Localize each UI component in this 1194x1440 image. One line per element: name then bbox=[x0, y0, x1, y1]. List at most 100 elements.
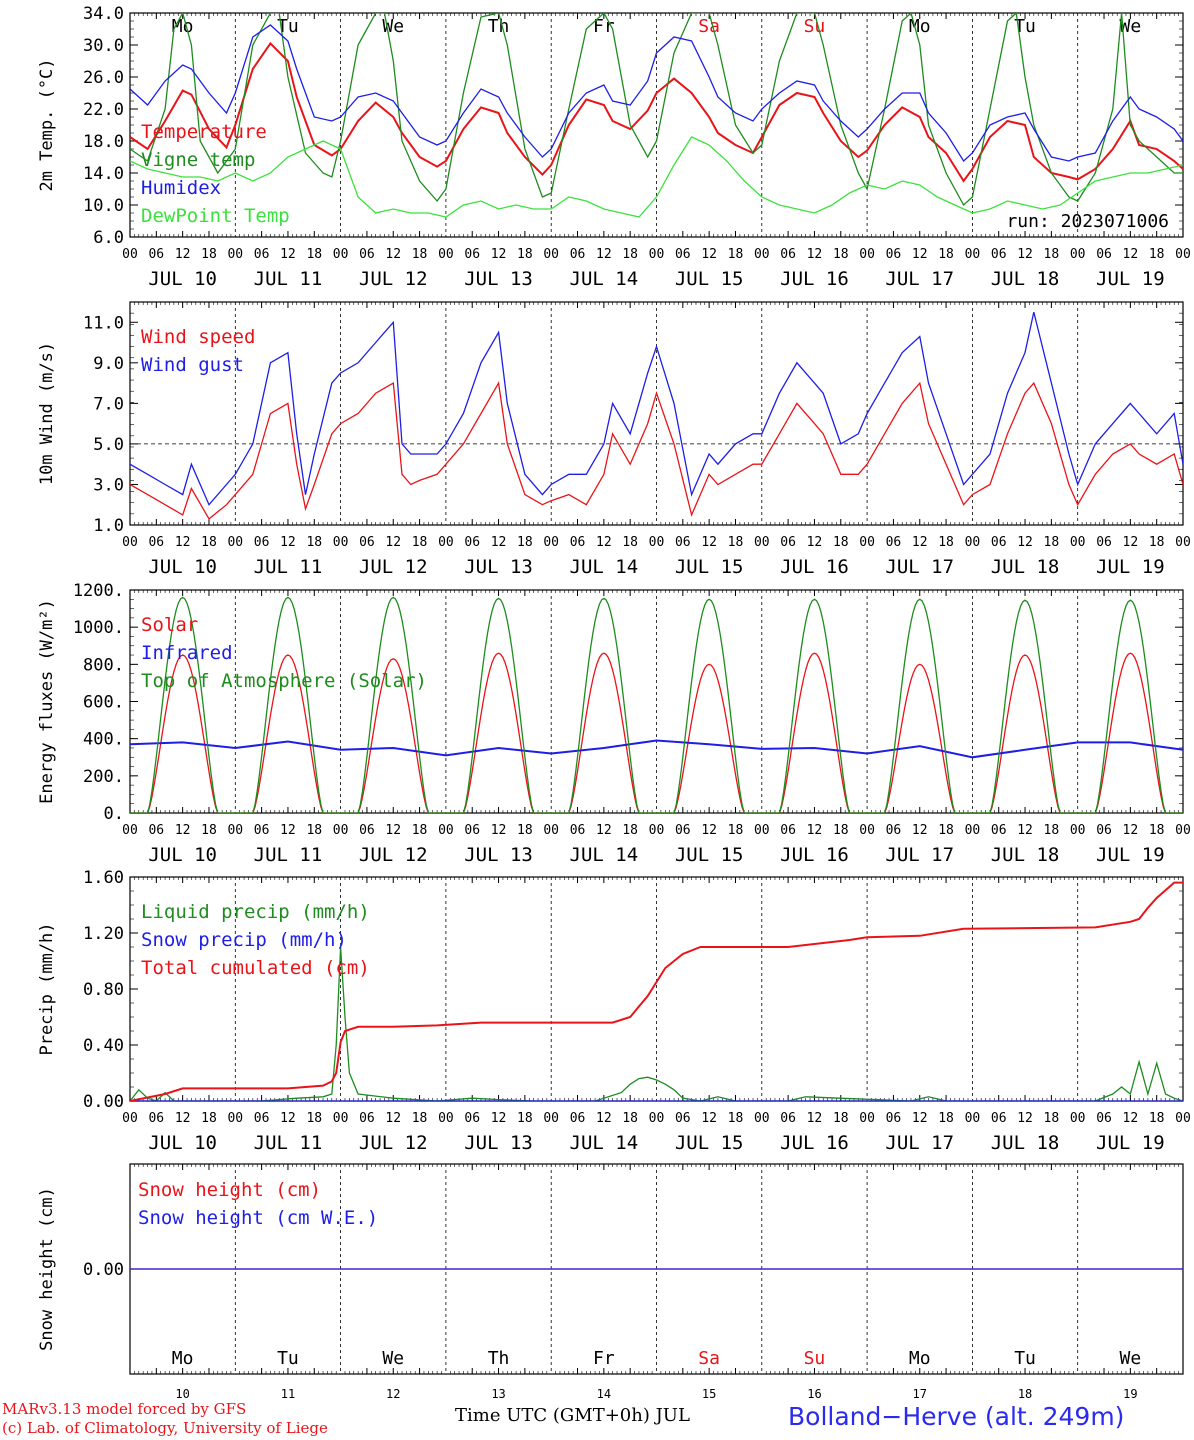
x-hour-label: 18 bbox=[1044, 823, 1060, 838]
x-date-label: JUL 14 bbox=[570, 556, 639, 578]
y-tick-label: 1200. bbox=[73, 581, 124, 601]
x-date-label: JUL 19 bbox=[1096, 556, 1165, 578]
series-line bbox=[130, 41, 1183, 183]
y-tick-label: 200. bbox=[83, 767, 124, 787]
x-hour-label: 12 bbox=[701, 823, 717, 838]
day-number-label: 13 bbox=[491, 1387, 505, 1401]
day-number-label: 15 bbox=[702, 1387, 716, 1401]
legend-entry: Total cumulated (cm) bbox=[141, 957, 370, 979]
x-date-label: JUL 11 bbox=[254, 1132, 323, 1154]
x-hour-label: 12 bbox=[175, 247, 191, 262]
x-hour-label: 12 bbox=[385, 1111, 401, 1126]
day-number-label: 14 bbox=[597, 1387, 611, 1401]
y-tick-label: 1.60 bbox=[83, 868, 124, 888]
legend-entry: DewPoint Temp bbox=[141, 205, 290, 227]
x-hour-label: 06 bbox=[1096, 1111, 1112, 1126]
weekday-label: Su bbox=[804, 1348, 826, 1369]
x-hour-label: 12 bbox=[1017, 247, 1033, 262]
x-hour-label: 18 bbox=[306, 1111, 322, 1126]
x-hour-label: 06 bbox=[359, 535, 375, 550]
x-hour-label: 18 bbox=[1044, 1111, 1060, 1126]
x-hour-label: 06 bbox=[148, 247, 164, 262]
series-line bbox=[130, 652, 1183, 813]
legend-entry: Snow precip (mm/h) bbox=[141, 929, 347, 951]
x-hour-label: 00 bbox=[543, 247, 559, 262]
x-hour-label: 06 bbox=[991, 1111, 1007, 1126]
x-date-label: JUL 13 bbox=[464, 844, 533, 866]
x-hour-label: 06 bbox=[254, 535, 270, 550]
y-tick-label: 0. bbox=[104, 804, 124, 824]
weekday-label: We bbox=[382, 1348, 404, 1369]
x-hour-label: 00 bbox=[333, 1111, 349, 1126]
x-hour-label: 00 bbox=[754, 535, 770, 550]
x-hour-label: 12 bbox=[385, 535, 401, 550]
x-hour-label: 18 bbox=[938, 247, 954, 262]
x-hour-label: 18 bbox=[201, 823, 217, 838]
x-hour-label: 00 bbox=[438, 823, 454, 838]
x-hour-label: 06 bbox=[148, 823, 164, 838]
y-tick-label: 0.40 bbox=[83, 1036, 124, 1056]
x-hour-label: 06 bbox=[780, 247, 796, 262]
x-date-label: JUL 10 bbox=[148, 1132, 217, 1154]
x-hour-label: 00 bbox=[122, 247, 138, 262]
x-hour-label: 06 bbox=[1096, 535, 1112, 550]
x-hour-label: 00 bbox=[333, 247, 349, 262]
x-date-label: JUL 18 bbox=[991, 268, 1060, 290]
x-hour-label: 18 bbox=[306, 823, 322, 838]
x-hour-label: 06 bbox=[570, 247, 586, 262]
x-date-label: JUL 15 bbox=[675, 556, 744, 578]
x-date-label: JUL 17 bbox=[885, 844, 954, 866]
weekday-label: Th bbox=[488, 16, 510, 37]
weekday-label: Tu bbox=[1014, 16, 1036, 37]
x-hour-label: 12 bbox=[280, 247, 296, 262]
x-hour-label: 18 bbox=[306, 535, 322, 550]
x-hour-label: 18 bbox=[1149, 535, 1165, 550]
y-tick-label: 1.20 bbox=[83, 924, 124, 944]
x-hour-label: 18 bbox=[517, 247, 533, 262]
x-date-label: JUL 17 bbox=[885, 268, 954, 290]
x-hour-label: 00 bbox=[543, 535, 559, 550]
x-hour-label: 06 bbox=[886, 1111, 902, 1126]
x-date-label: JUL 10 bbox=[148, 844, 217, 866]
weekday-label: Tu bbox=[277, 16, 299, 37]
x-hour-label: 18 bbox=[1044, 535, 1060, 550]
x-hour-label: 00 bbox=[543, 1111, 559, 1126]
x-hour-label: 00 bbox=[965, 823, 981, 838]
x-hour-label: 00 bbox=[122, 535, 138, 550]
x-hour-label: 06 bbox=[464, 1111, 480, 1126]
x-hour-label: 00 bbox=[649, 535, 665, 550]
y-tick-label: 3.0 bbox=[93, 475, 124, 495]
x-hour-label: 00 bbox=[438, 247, 454, 262]
day-number-label: 10 bbox=[175, 1387, 189, 1401]
x-hour-label: 06 bbox=[675, 823, 691, 838]
x-hour-label: 12 bbox=[1123, 823, 1139, 838]
legend-entry: Temperature bbox=[141, 121, 267, 143]
x-hour-label: 00 bbox=[1070, 247, 1086, 262]
x-hour-label: 00 bbox=[649, 1111, 665, 1126]
panel-wind: 1.0 3.0 5.0 7.0 9.0 11.0 10m Wind (m/s) 00 06 12 1… bbox=[37, 301, 1191, 578]
x-hour-label: 18 bbox=[833, 535, 849, 550]
x-hour-label: 12 bbox=[385, 823, 401, 838]
panel-precip: 0.00 0.40 0.80 1.20 1.60 Precip (mm/h) 00 06 12 1… bbox=[37, 868, 1191, 1154]
x-hour-label: 18 bbox=[1044, 247, 1060, 262]
x-date-label: JUL 11 bbox=[254, 844, 323, 866]
x-date-label: JUL 14 bbox=[570, 1132, 639, 1154]
legend-entry: Infrared bbox=[141, 642, 233, 664]
x-hour-label: 06 bbox=[991, 535, 1007, 550]
x-hour-label: 06 bbox=[991, 247, 1007, 262]
x-hour-label: 12 bbox=[1123, 247, 1139, 262]
x-hour-label: 06 bbox=[991, 823, 1007, 838]
x-hour-label: 12 bbox=[1123, 535, 1139, 550]
x-date-label: JUL 15 bbox=[675, 268, 744, 290]
x-hour-label: 00 bbox=[649, 823, 665, 838]
x-hour-label: 06 bbox=[675, 1111, 691, 1126]
x-hour-label: 18 bbox=[938, 535, 954, 550]
series-line bbox=[130, 596, 1183, 813]
y-tick-label: 10.0 bbox=[83, 196, 124, 216]
x-hour-label: 06 bbox=[780, 823, 796, 838]
weekday-label: We bbox=[1120, 1348, 1142, 1369]
x-hour-label: 00 bbox=[227, 535, 243, 550]
x-hour-label: 12 bbox=[912, 1111, 928, 1126]
series-line bbox=[130, 136, 1183, 218]
y-tick-label: 5.0 bbox=[93, 435, 124, 455]
